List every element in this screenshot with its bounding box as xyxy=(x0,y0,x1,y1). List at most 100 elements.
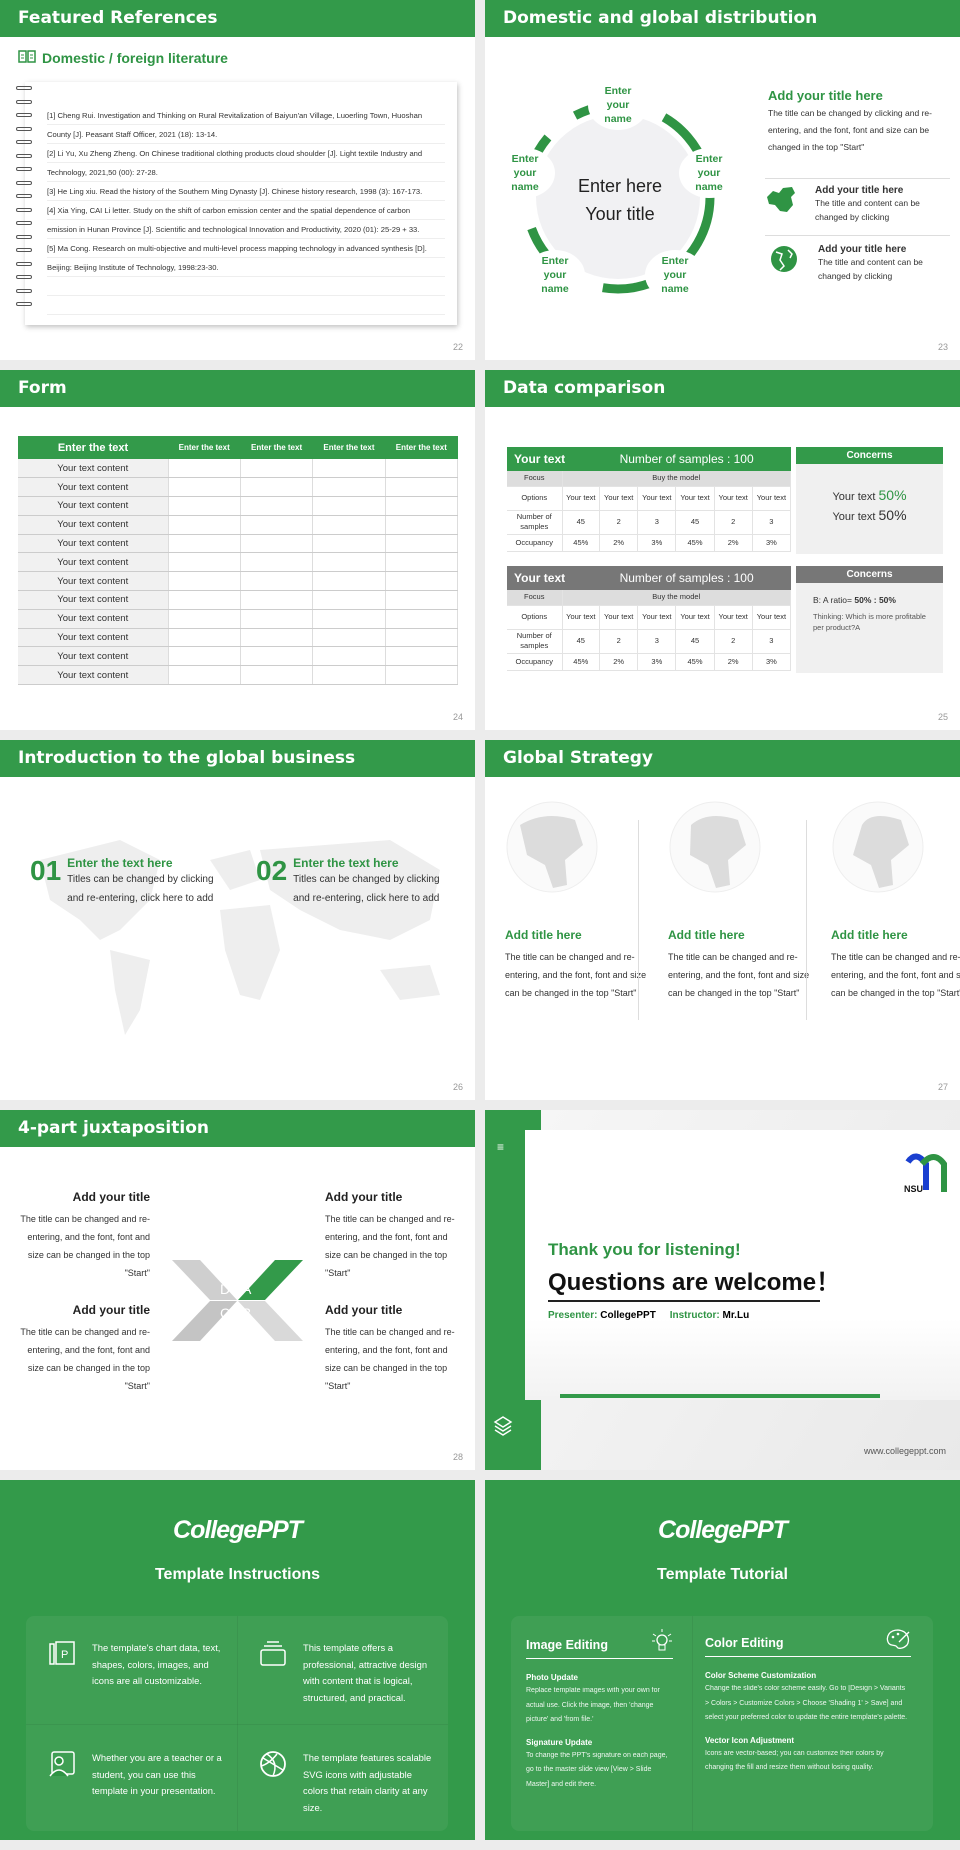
strategy-column: Add title here The title can be changed a… xyxy=(668,800,818,1002)
slide-28[interactable]: 4-part juxtaposition Add your title The t… xyxy=(0,1110,475,1470)
svg-text:P: P xyxy=(61,1649,68,1661)
reference-line: [4] Xia Ying, CAI Li letter. Study on th… xyxy=(47,201,445,220)
empty-cell[interactable] xyxy=(385,665,459,686)
empty-cell[interactable] xyxy=(312,496,386,516)
quad-top-left: Add your title The title can be changed a… xyxy=(20,1190,150,1278)
palette-icon xyxy=(886,1629,910,1649)
reference-line: [1] Cheng Rui. Investigation and Thinkin… xyxy=(47,106,445,125)
table-row: Your text content xyxy=(18,477,459,498)
empty-cell[interactable] xyxy=(240,459,314,479)
empty-cell[interactable] xyxy=(312,609,386,629)
empty-cell[interactable] xyxy=(168,609,241,629)
cycle-node-label: Enter your name xyxy=(588,80,648,130)
column-header: Enter the text xyxy=(168,436,241,459)
slide-26[interactable]: Introduction to the global business 01 E… xyxy=(0,740,475,1100)
slide-template-tutorial[interactable]: CollegePPT Template Tutorial Image Editi… xyxy=(485,1480,960,1840)
empty-cell[interactable] xyxy=(312,477,386,498)
comparison-table: Your text Number of samples : 100 Focus Buy… xyxy=(507,447,792,552)
svg-text:NSU: NSU xyxy=(904,1184,923,1194)
empty-cell[interactable] xyxy=(168,534,241,554)
empty-cell[interactable] xyxy=(168,552,241,573)
empty-cell[interactable] xyxy=(240,534,314,554)
column-header: Enter the text xyxy=(312,436,386,459)
empty-cell[interactable] xyxy=(168,646,241,667)
empty-cell[interactable] xyxy=(168,571,241,592)
empty-cell[interactable] xyxy=(168,590,241,610)
website-link[interactable]: www.collegeppt.com xyxy=(863,1446,946,1456)
empty-cell[interactable] xyxy=(385,477,459,498)
slide-22[interactable]: Featured References Domestic / foreign l… xyxy=(0,0,475,360)
empty-cell[interactable] xyxy=(240,477,314,498)
spiral-ring xyxy=(16,167,32,171)
empty-cell[interactable] xyxy=(168,628,241,648)
slide-27[interactable]: Global Strategy Add title here The title … xyxy=(485,740,960,1100)
table-row: Your text content xyxy=(18,534,459,554)
instruction-cell: P The template's chart data, text, shapes… xyxy=(26,1616,236,1723)
slide-29[interactable]: ≡ NSU Thank you for listening! Questions… xyxy=(485,1110,960,1470)
slide-25[interactable]: Data comparison Your text Number of sampl… xyxy=(485,370,960,730)
slide-template-instructions[interactable]: CollegePPT Template Instructions P The te… xyxy=(0,1480,475,1840)
cycle-node-label: Enter your name xyxy=(495,148,555,198)
presenter-line: Presenter: CollegePPT Instructor: Mr.Lu xyxy=(548,1310,750,1321)
form-table: Enter the text Enter the text Enter the te… xyxy=(18,436,459,686)
spiral-ring xyxy=(16,126,32,131)
empty-cell[interactable] xyxy=(312,628,386,648)
empty-cell[interactable] xyxy=(312,571,386,592)
empty-cell[interactable] xyxy=(168,496,241,516)
comparison-table: Your text Number of samples : 100 Focus Buy… xyxy=(507,566,792,671)
slide-title: Template Tutorial xyxy=(657,1566,788,1583)
instruction-cell: This template offers a professional, att… xyxy=(237,1616,447,1723)
empty-cell[interactable] xyxy=(240,552,314,573)
spiral-ring xyxy=(16,275,32,279)
empty-cell[interactable] xyxy=(385,515,459,535)
questions-text: Questions are welcome！ xyxy=(548,1269,841,1296)
empty-cell[interactable] xyxy=(240,515,314,535)
empty-cell[interactable] xyxy=(312,646,386,667)
center-circle xyxy=(536,115,700,279)
empty-cell[interactable] xyxy=(385,552,459,573)
empty-cell[interactable] xyxy=(168,515,241,535)
empty-cell[interactable] xyxy=(312,665,386,686)
slide-23[interactable]: Domestic and global distribution Enter h… xyxy=(485,0,960,360)
empty-cell[interactable] xyxy=(168,459,241,479)
page-number: 27 xyxy=(937,1082,948,1092)
empty-cell[interactable] xyxy=(385,496,459,516)
empty-cell[interactable] xyxy=(312,590,386,610)
empty-cell[interactable] xyxy=(168,665,241,686)
empty-cell[interactable] xyxy=(385,609,459,629)
empty-cell[interactable] xyxy=(312,459,386,479)
empty-cell[interactable] xyxy=(240,571,314,592)
concerns-box-2: Concerns B: A ratio= 50% : 50% Thinking:… xyxy=(796,566,943,673)
empty-cell[interactable] xyxy=(385,590,459,610)
spiral-ring xyxy=(16,153,32,158)
quad-bottom-left: Add your title The title can be changed a… xyxy=(20,1303,150,1391)
globe-icon xyxy=(771,246,797,272)
spiral-ring xyxy=(16,194,32,198)
empty-cell[interactable] xyxy=(240,496,314,516)
color-editing-section: Color Editing Color Scheme Customization… xyxy=(705,1628,911,1786)
empty-cell[interactable] xyxy=(312,552,386,573)
empty-cell[interactable] xyxy=(385,534,459,554)
instruction-cell: Whether you are a teacher or a student, … xyxy=(26,1726,236,1833)
slide-24[interactable]: Form Enter the text Enter the text Enter t… xyxy=(0,370,475,730)
empty-cell[interactable] xyxy=(240,590,314,610)
references-notebook: [1] Cheng Rui. Investigation and Thinkin… xyxy=(25,82,457,325)
collegeppt-logo: CollegePPT xyxy=(658,1516,788,1544)
empty-cell[interactable] xyxy=(168,477,241,498)
empty-cell[interactable] xyxy=(240,665,314,686)
slide-title: Domestic and global distribution xyxy=(485,0,960,37)
empty-cell[interactable] xyxy=(385,571,459,592)
table-row: Your text content xyxy=(18,609,459,629)
empty-cell[interactable] xyxy=(312,534,386,554)
empty-cell[interactable] xyxy=(240,646,314,667)
empty-cell[interactable] xyxy=(240,609,314,629)
page-number: 25 xyxy=(937,712,948,722)
empty-cell[interactable] xyxy=(240,628,314,648)
empty-cell[interactable] xyxy=(312,515,386,535)
empty-cell[interactable] xyxy=(385,459,459,479)
spiral-ring xyxy=(16,221,32,225)
empty-cell[interactable] xyxy=(385,628,459,648)
thank-you-card: NSU Thank you for listening! Questions a… xyxy=(525,1130,960,1400)
concerns-box-1: Concerns Your text 50% Your text 50% xyxy=(796,447,943,554)
empty-cell[interactable] xyxy=(385,646,459,667)
